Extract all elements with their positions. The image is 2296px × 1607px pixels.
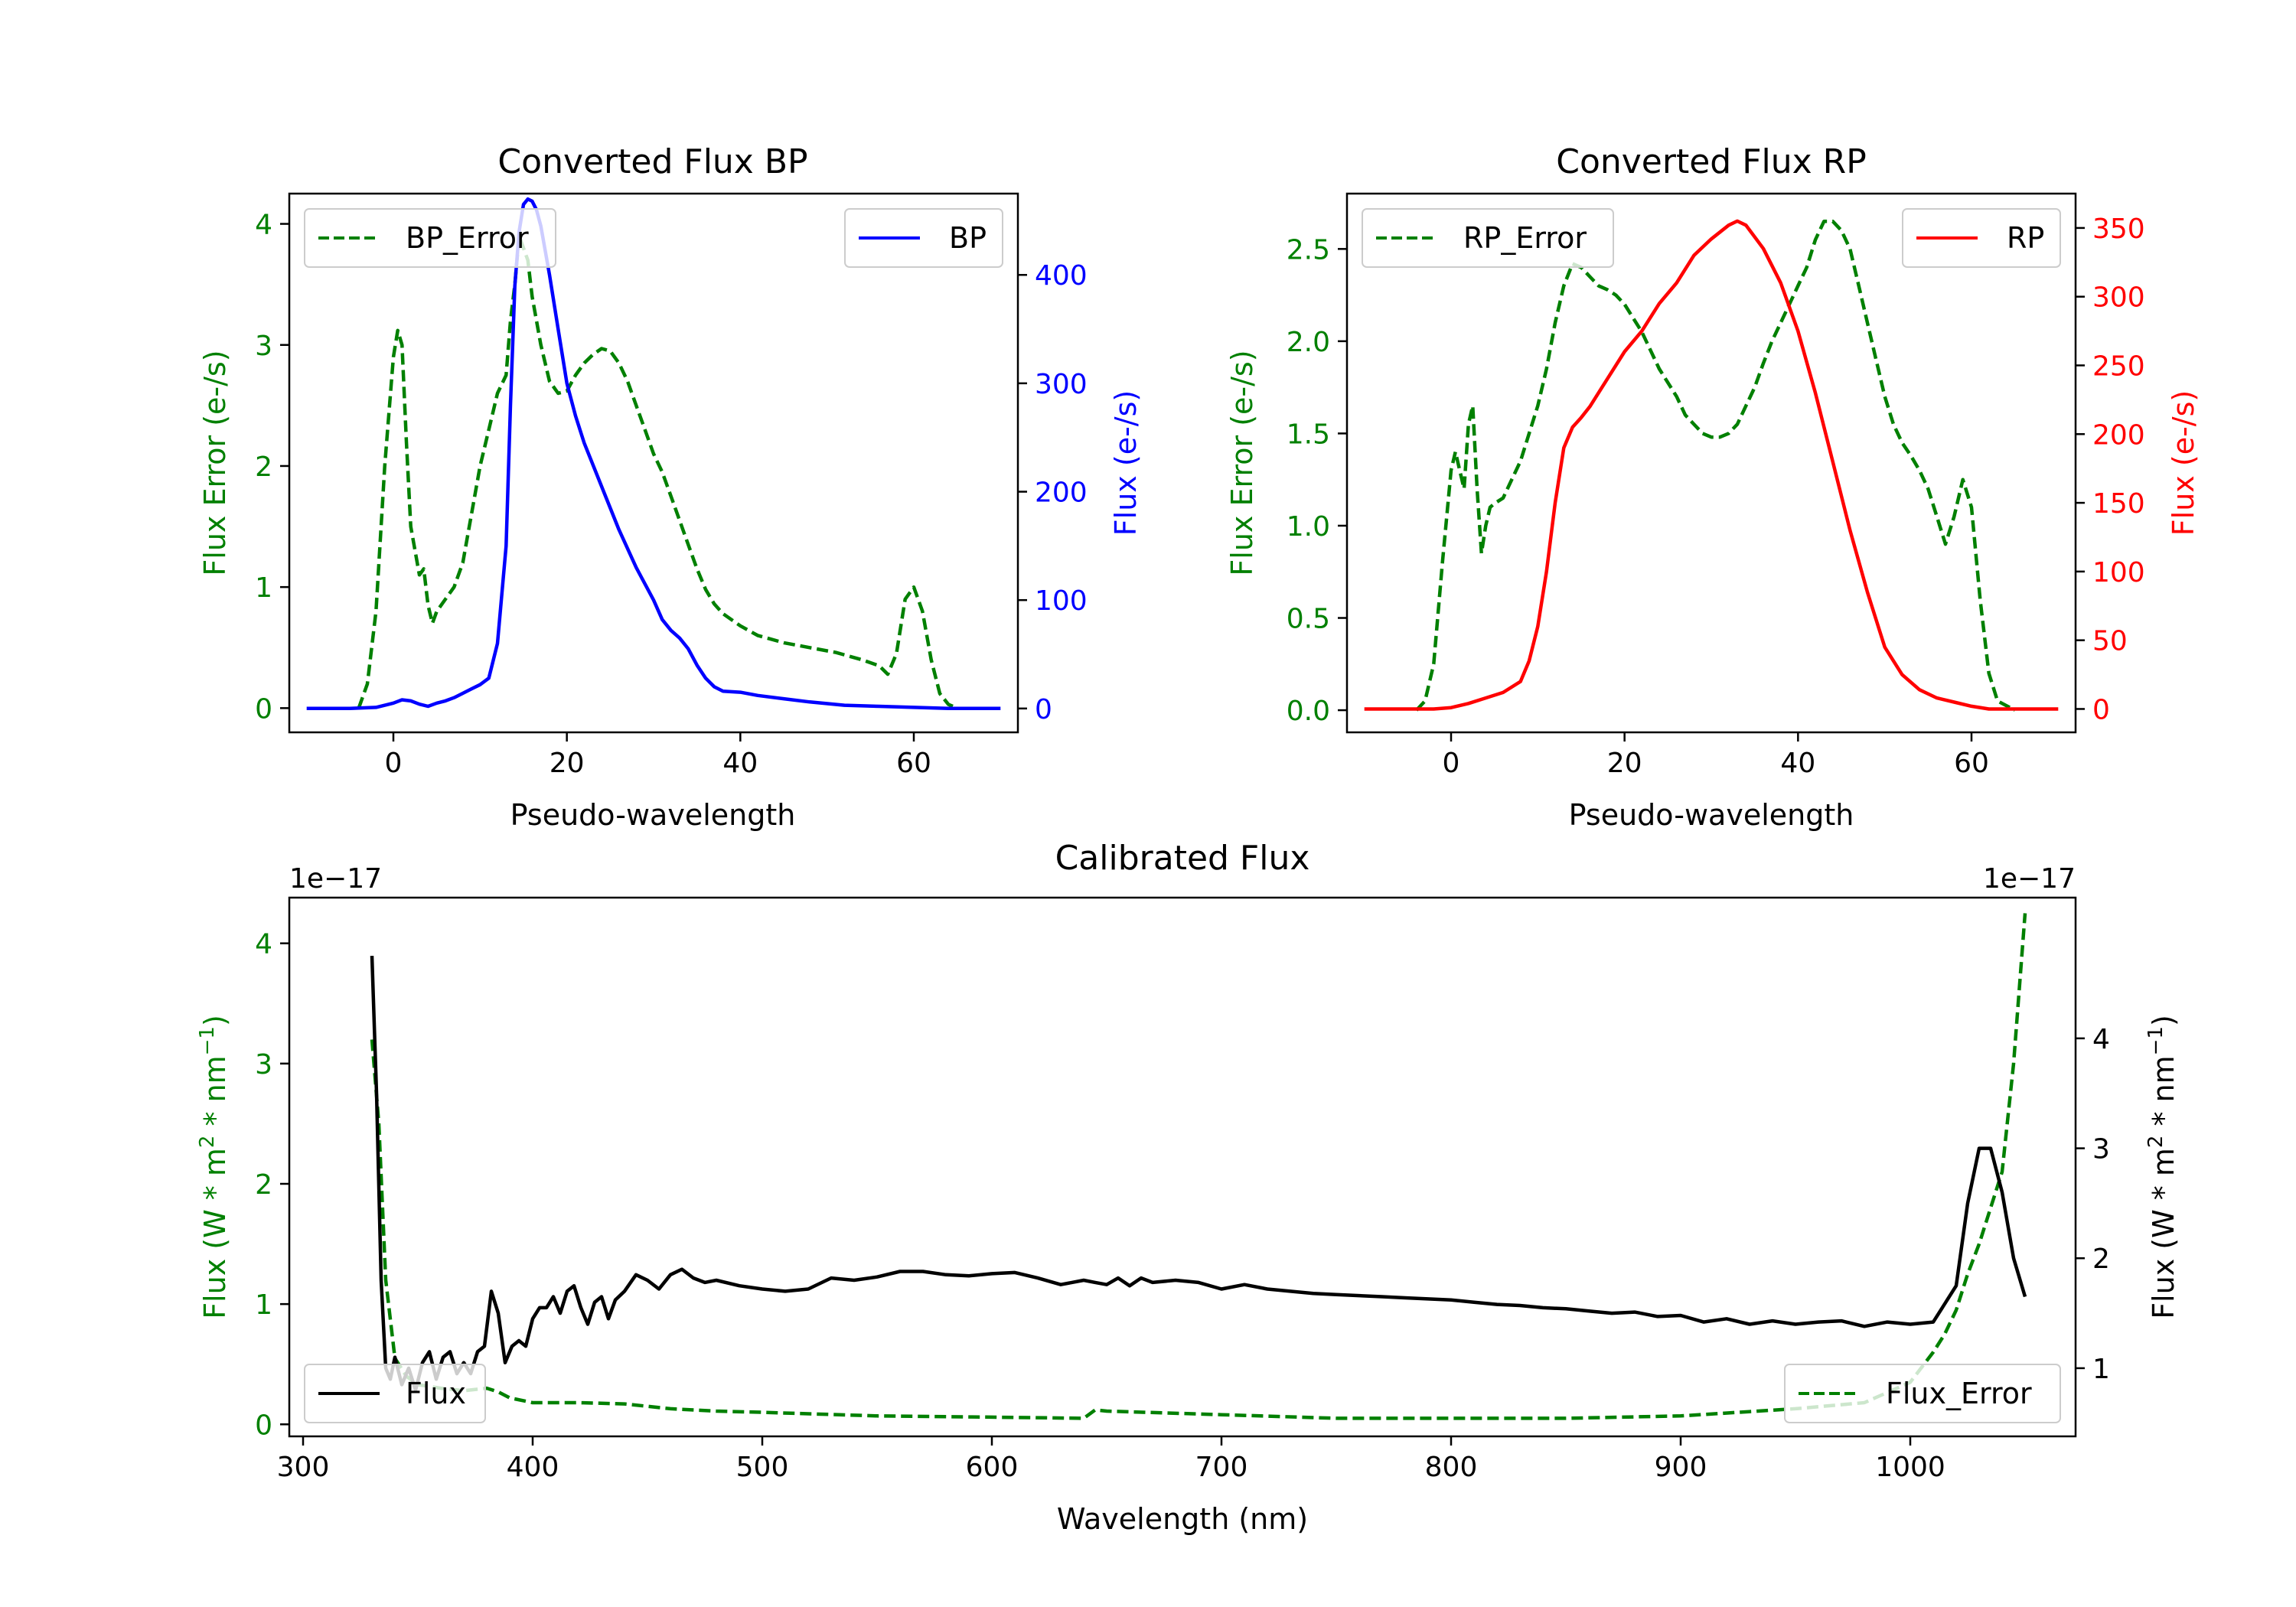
calibrated-xtick-label: 800 (1425, 1452, 1478, 1483)
bp-ytick-left-label: 1 (255, 572, 272, 604)
panel-calibrated-xlabel: Wavelength (nm) (1057, 1502, 1308, 1536)
rp-ytick-left-label: 2.0 (1287, 327, 1330, 358)
panel-rp-xlabel: Pseudo-wavelength (1569, 798, 1854, 832)
bp-xtick-label: 40 (722, 748, 758, 779)
panel-bp-xlabel: Pseudo-wavelength (510, 798, 796, 832)
calibrated-ytick-left-label: 2 (255, 1169, 272, 1201)
legend-flux-label: Flux (406, 1377, 466, 1410)
legend-bp: BP (844, 208, 1003, 268)
bp-ytick-right-label: 100 (1035, 585, 1088, 617)
bp-xtick-label: 0 (385, 748, 403, 779)
legend-bp-label: BP (949, 221, 987, 255)
legend-rp-label: RP (2007, 221, 2044, 255)
panel-rp: Converted Flux RP 0 20 40 60 0.0 0.5 1.0 1.5 2.… (1225, 142, 2200, 832)
bp-ytick-left-label: 2 (255, 451, 272, 483)
panel-bp-axes-frame (288, 192, 1019, 734)
calibrated-xtick-label: 1000 (1875, 1452, 1945, 1483)
bp-ytick-right-label: 200 (1035, 478, 1088, 509)
panel-calibrated-axes-frame (288, 896, 2077, 1438)
calibrated-xtick-label: 300 (277, 1452, 330, 1483)
bp-ytick-right-label: 300 (1035, 369, 1088, 400)
bp-ytick-right-label: 0 (1035, 694, 1052, 725)
panel-rp-axes-frame (1345, 192, 2077, 734)
calibrated-xtick-label: 900 (1655, 1452, 1707, 1483)
bp-xtick-label: 60 (896, 748, 931, 779)
panel-bp: Converted Flux BP 0 20 40 60 0 1 2 3 4 0 100 200 3… (198, 142, 1143, 832)
series-bp-error-line (357, 234, 958, 710)
rp-ytick-right-label: 100 (2092, 557, 2145, 588)
panel-bp-ylabel-left: Flux Error (e-/s) (198, 350, 232, 575)
bp-ytick-left-label: 4 (255, 210, 272, 241)
calibrated-ytick-right-label: 3 (2092, 1134, 2110, 1165)
legend-rp-error: RP_Error (1362, 208, 1614, 268)
legend-rp-error-label: RP_Error (1463, 221, 1587, 255)
calibrated-ytick-left-label: 3 (255, 1049, 272, 1081)
calibrated-ytick-left-label: 4 (255, 929, 272, 960)
rp-xtick-label: 60 (1954, 748, 1989, 779)
rp-ytick-right-label: 300 (2092, 282, 2145, 314)
rp-ytick-left-label: 1.0 (1287, 511, 1330, 543)
panel-rp-title: Converted Flux RP (1556, 142, 1867, 181)
rp-ytick-right-label: 150 (2092, 488, 2145, 520)
calibrated-ytick-left-label: 1 (255, 1289, 272, 1321)
rp-xtick-label: 0 (1443, 748, 1460, 779)
rp-ytick-right-label: 250 (2092, 350, 2145, 382)
series-rp-error-line (1415, 219, 2016, 712)
rp-ytick-right-label: 0 (2092, 694, 2110, 725)
bp-xtick-label: 20 (550, 748, 585, 779)
rp-ytick-right-label: 50 (2092, 626, 2128, 657)
calibrated-xtick-label: 700 (1195, 1452, 1248, 1483)
calibrated-ytick-right-label: 1 (2092, 1354, 2110, 1385)
calibrated-ytick-right-label: 4 (2092, 1024, 2110, 1055)
calibrated-ytick-right-label: 2 (2092, 1244, 2110, 1275)
rp-ytick-left-label: 0.5 (1287, 604, 1330, 635)
panel-bp-title: Converted Flux BP (497, 142, 807, 181)
series-flux-line (370, 956, 2027, 1392)
rp-ytick-left-label: 2.5 (1287, 234, 1330, 266)
calibrated-xtick-label: 400 (507, 1452, 559, 1483)
panel-calibrated-offset-left: 1e−17 (289, 863, 382, 895)
panel-calibrated: Calibrated Flux 1e−17 1e−17 300 400 500 600… (196, 839, 2180, 1536)
rp-xtick-label: 40 (1780, 748, 1815, 779)
panel-calibrated-title: Calibrated Flux (1055, 839, 1310, 878)
bp-ytick-left-label: 3 (255, 331, 272, 362)
calibrated-xtick-label: 600 (966, 1452, 1019, 1483)
legend-bp-error: BP_Error (304, 208, 556, 268)
legend-bp-error-label: BP_Error (406, 221, 529, 255)
panel-rp-ylabel-left: Flux Error (e-/s) (1225, 350, 1259, 575)
rp-ytick-right-label: 200 (2092, 419, 2145, 451)
panel-rp-ylabel-right: Flux (e-/s) (2167, 390, 2200, 536)
rp-ytick-left-label: 0.0 (1287, 696, 1330, 727)
series-flux-error-line (370, 913, 2027, 1420)
calibrated-ytick-left-label: 0 (255, 1410, 272, 1441)
panel-calibrated-ylabel-left: Flux (W * m2 * nm−1) (196, 1015, 232, 1319)
rp-xtick-label: 20 (1607, 748, 1642, 779)
series-rp-line (1364, 219, 2059, 711)
panel-calibrated-offset-right: 1e−17 (1983, 863, 2076, 895)
calibrated-xtick-label: 500 (736, 1452, 789, 1483)
legend-flux-error: Flux_Error (1784, 1364, 2061, 1423)
bp-ytick-left-label: 0 (255, 693, 272, 725)
rp-ytick-right-label: 350 (2092, 214, 2145, 245)
series-bp-line (306, 197, 1001, 711)
panel-calibrated-ylabel-right: Flux (W * m2 * nm−1) (2144, 1015, 2180, 1319)
bp-ytick-right-label: 400 (1035, 260, 1088, 292)
legend-flux-error-label: Flux_Error (1886, 1377, 2032, 1410)
legend-rp: RP (1902, 208, 2061, 268)
legend-flux: Flux (304, 1364, 486, 1423)
rp-ytick-left-label: 1.5 (1287, 419, 1330, 450)
panel-bp-ylabel-right: Flux (e-/s) (1109, 390, 1143, 536)
